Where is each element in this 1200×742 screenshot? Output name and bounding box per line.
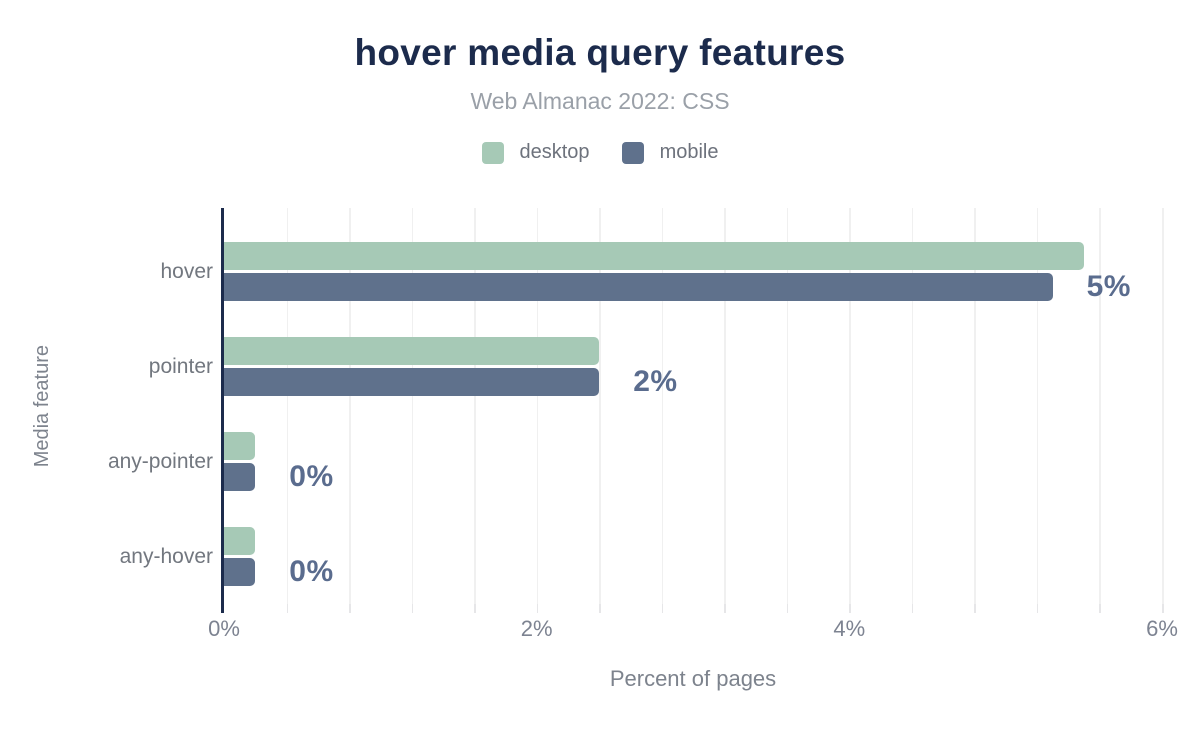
gridline: [786, 208, 789, 604]
gridline: [349, 208, 351, 604]
value-label: 0%: [289, 555, 334, 588]
x-tick-label: 0%: [208, 616, 240, 641]
category-label: hover: [160, 259, 213, 283]
x-axis-tick-mark: [411, 604, 414, 613]
x-axis-tick-mark: [286, 604, 289, 613]
gridline: [474, 208, 476, 604]
bar-row: [224, 337, 1162, 365]
x-axis-tick-mark: [1162, 604, 1164, 613]
bar-group: 0%: [224, 509, 1162, 604]
x-axis-tick-mark: [911, 604, 914, 613]
value-label: 5%: [1086, 270, 1131, 303]
y-axis-title-cell: Media feature: [20, 208, 65, 604]
x-axis-tick-mark: [974, 604, 976, 613]
x-axis-tick-mark: [724, 604, 726, 613]
plot-area: 5% 2% 0% 0%: [221, 208, 1164, 613]
legend-item-mobile: mobile: [621, 141, 719, 164]
bar-row: [224, 242, 1162, 270]
chart-subtitle: Web Almanac 2022: CSS: [470, 88, 730, 114]
bar-group: 5%: [224, 224, 1162, 319]
legend: desktop mobile: [0, 141, 1200, 164]
legend-swatch-mobile-icon: [621, 141, 644, 164]
bar-row: 2%: [224, 365, 1162, 398]
legend-label-desktop: desktop: [519, 141, 590, 163]
x-axis-title: Percent of pages: [609, 666, 777, 691]
bar-row: [224, 432, 1162, 460]
legend-item-desktop: desktop: [481, 141, 590, 164]
gridline: [536, 208, 539, 604]
gridline: [1036, 208, 1039, 604]
category-labels: hover pointer any-pointer any-hover: [65, 208, 224, 604]
bar-row: 0%: [224, 460, 1162, 493]
gridline: [411, 208, 414, 604]
gridline: [724, 208, 726, 604]
x-axis-ticks: 0% 2% 4% 6%: [208, 604, 1178, 650]
bar-row: 0%: [224, 555, 1162, 588]
bar-desktop: [224, 527, 256, 555]
x-axis-tick-mark: [599, 604, 601, 613]
gridline: [974, 208, 976, 604]
y-axis-title: Media feature: [31, 344, 53, 468]
bar-group: 0%: [224, 414, 1162, 509]
y-axis-line: [221, 208, 224, 613]
category-label: pointer: [148, 354, 213, 378]
x-axis-tick-mark: [849, 604, 851, 613]
legend-label-mobile: mobile: [659, 141, 719, 163]
bar-row: 5%: [224, 270, 1162, 303]
gridline: [849, 208, 851, 604]
gridline: [1099, 208, 1101, 604]
bar-row: [224, 527, 1162, 555]
value-label: 2%: [633, 365, 678, 398]
gridline: [1162, 208, 1164, 604]
legend-swatch-desktop-icon: [481, 141, 504, 164]
bar-desktop: [224, 432, 256, 460]
x-axis-tick-mark: [349, 604, 351, 613]
category-label: any-hover: [119, 544, 213, 568]
gridline: [911, 208, 914, 604]
x-axis-title-cell: Percent of pages: [224, 650, 1162, 692]
gridline: [599, 208, 601, 604]
bar-mobile: [224, 273, 1053, 301]
bar-group: 2%: [224, 319, 1162, 414]
x-tick-label: 2%: [520, 616, 553, 641]
x-tick-label: 4%: [833, 616, 866, 641]
bar-mobile: [224, 368, 600, 396]
category-label: any-pointer: [107, 449, 213, 473]
chart-plot-region: Media feature hover pointer any-pointer any…: [20, 208, 1178, 692]
x-axis-tick-mark: [1036, 604, 1039, 613]
gridline: [286, 208, 289, 604]
gridline: [661, 208, 664, 604]
bar-desktop: [224, 337, 600, 365]
x-axis-tick-mark: [536, 604, 539, 613]
bar-mobile: [224, 463, 256, 491]
bar-mobile: [224, 558, 256, 586]
bar-desktop: [224, 242, 1084, 270]
x-axis-tick-mark: [474, 604, 476, 613]
value-label: 0%: [289, 460, 334, 493]
x-axis-tick-mark: [786, 604, 789, 613]
chart-title: hover media query features: [354, 32, 846, 73]
x-tick-label: 6%: [1146, 616, 1178, 641]
x-axis-tick-mark: [1099, 604, 1101, 613]
x-axis-tick-mark: [661, 604, 664, 613]
